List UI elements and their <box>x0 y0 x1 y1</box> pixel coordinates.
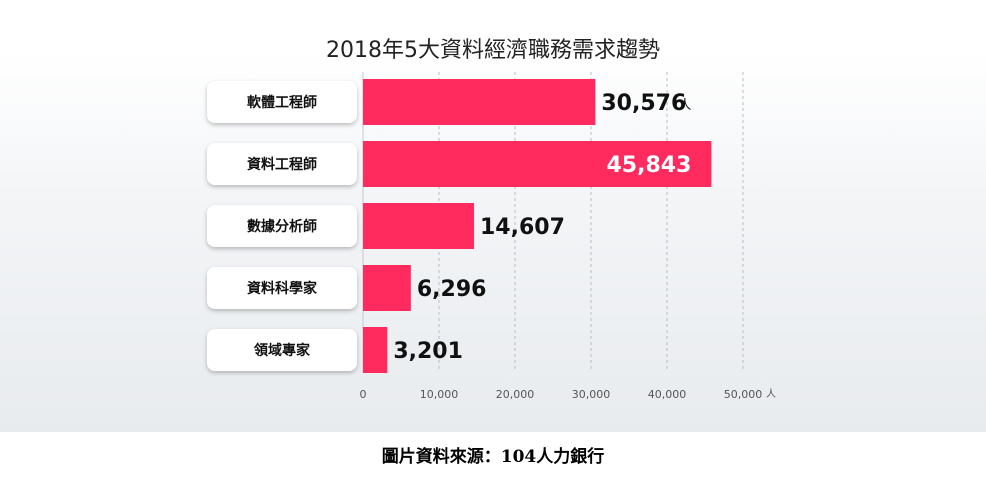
category-label: 資料科學家 <box>247 280 318 297</box>
category-label-box <box>207 329 357 371</box>
bar-layer <box>363 79 712 373</box>
bar <box>363 265 411 311</box>
x-tick-unit: 人 <box>766 388 776 400</box>
bar-value-label: 45,843 <box>607 153 692 178</box>
category-label-box <box>207 81 357 123</box>
source-caption: 圖片資料來源：104人力銀行 <box>381 447 605 467</box>
bar <box>363 79 596 125</box>
bar <box>363 327 388 373</box>
category-label: 數據分析師 <box>247 218 317 235</box>
bar <box>363 203 475 249</box>
x-tick-layer: 0 10,000 20,000 30,000 40,000 50,000 人 <box>360 388 777 401</box>
bar-value-label: 14,607 <box>480 215 565 240</box>
category-label: 領域專家 <box>254 342 311 359</box>
x-tick-label: 40,000 <box>648 388 687 401</box>
x-tick-label: 30,000 <box>572 388 611 401</box>
category-label: 軟體工程師 <box>247 94 317 111</box>
category-label-box <box>207 143 357 185</box>
x-tick-label: 0 <box>360 388 367 401</box>
x-tick-label: 20,000 <box>496 388 535 401</box>
chart-panel: 2018年5大資料經濟職務需求趨勢 軟體工程師 30,576 人資料工程師 45,84… <box>0 0 986 432</box>
bar-value-label: 3,201 <box>393 339 463 364</box>
bar-value-label: 6,296 <box>417 277 487 302</box>
chart-title: 2018年5大資料經濟職務需求趨勢 <box>326 38 660 63</box>
bar-value-unit: 人 <box>678 98 691 113</box>
x-tick-label: 10,000 <box>420 388 459 401</box>
category-label: 資料工程師 <box>247 156 317 173</box>
category-label-box <box>207 205 357 247</box>
bar <box>363 141 712 187</box>
category-label-box <box>207 267 357 309</box>
bar-value-label: 30,576 <box>601 91 686 116</box>
x-tick-label: 50,000 <box>724 388 763 401</box>
